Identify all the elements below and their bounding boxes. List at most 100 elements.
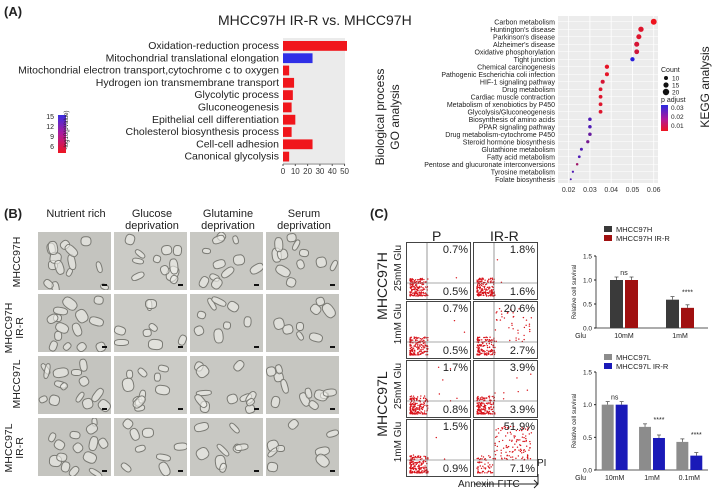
flow-plot: 20.6% 2.7%: [473, 301, 538, 359]
flow-event: [421, 412, 424, 414]
flow-event: [495, 319, 498, 321]
flow-event: [415, 346, 418, 348]
quadrant-upper-right: 20.6%: [503, 303, 535, 315]
flow-event: [487, 402, 489, 404]
flow-event: [476, 410, 478, 413]
flow-event: [476, 397, 478, 399]
flow-event: [517, 390, 519, 393]
flow-event: [424, 295, 427, 297]
cell-shape: [53, 258, 67, 276]
flow-event: [484, 338, 487, 341]
flow-event: [425, 458, 427, 460]
flow-event: [424, 457, 427, 459]
y-tick-label: 0.0: [583, 468, 592, 475]
cell-shape: [80, 235, 92, 247]
flow-event: [409, 352, 411, 354]
flow-event: [477, 338, 480, 341]
flow-event: [417, 412, 420, 414]
flow-event: [522, 456, 524, 458]
flow-event: [477, 289, 479, 292]
kegg-dot: [604, 64, 610, 69]
micrograph: [114, 356, 187, 414]
flow-event: [478, 405, 480, 408]
kegg-dot: [571, 170, 575, 173]
flow-event: [421, 277, 423, 280]
x-category-label: 10mM: [605, 475, 625, 482]
flow-event: [409, 285, 412, 287]
flow-event: [422, 345, 424, 347]
kegg-term-label: Pentose and glucuronate interconversions: [424, 162, 555, 169]
scale-bar: [330, 470, 335, 472]
flow-event: [489, 280, 492, 283]
flow-event: [455, 277, 458, 279]
kegg-count-title: Count: [661, 67, 680, 74]
flow-event: [419, 340, 422, 342]
flow-event: [410, 403, 413, 406]
flow-event: [409, 345, 411, 347]
flow-event: [478, 347, 480, 349]
flow-event: [526, 389, 529, 391]
flow-event: [478, 278, 480, 280]
micrograph: [114, 418, 187, 476]
flow-event: [481, 350, 484, 352]
flow-event: [423, 401, 425, 404]
flow-event: [416, 292, 419, 294]
flow-event: [481, 339, 483, 341]
flow-event: [418, 291, 420, 293]
flow-event: [482, 465, 484, 468]
flow-event: [494, 346, 496, 349]
flow-event: [481, 283, 483, 285]
flow-event: [427, 471, 429, 474]
flow-event: [425, 354, 427, 356]
flow-event: [483, 288, 486, 290]
flow-event: [484, 472, 486, 474]
micrograph: [266, 232, 339, 290]
flow-event: [479, 278, 482, 280]
flow-event: [425, 281, 427, 283]
flow-event: [480, 408, 482, 410]
flow-event: [413, 409, 415, 411]
cell-shape: [128, 427, 143, 444]
flow-event: [523, 326, 526, 329]
flow-event: [420, 286, 423, 288]
flow-event: [419, 458, 422, 461]
flow-scatter: [407, 302, 470, 358]
cell-shape: [243, 316, 252, 328]
flow-event: [489, 412, 491, 415]
flow-event: [514, 435, 516, 437]
kegg-term-label: Glycolysis/Gluconeogenesis: [467, 109, 555, 116]
flow-event: [488, 410, 491, 413]
flow-event: [505, 451, 507, 454]
flow-event: [481, 403, 483, 405]
flow-event: [489, 290, 491, 292]
kegg-term-label: Steroid hormone biosynthesis: [463, 139, 556, 146]
flow-event: [435, 436, 437, 439]
flow-event: [500, 452, 503, 454]
legend-swatch: [604, 354, 612, 360]
flow-event: [411, 407, 414, 409]
scale-bar: [102, 408, 107, 410]
flow-event: [492, 346, 495, 349]
flow-event: [485, 412, 488, 414]
flow-event: [414, 288, 416, 290]
flow-event: [477, 351, 479, 353]
flow-event: [494, 442, 496, 445]
flow-event: [414, 455, 417, 458]
flow-event: [488, 406, 490, 409]
flow-event: [423, 350, 425, 353]
flow-event: [522, 440, 524, 443]
flow-event: [410, 461, 413, 464]
flow-event: [421, 347, 423, 349]
micrograph: [190, 356, 263, 414]
kegg-term-label: Glutathione metabolism: [481, 147, 555, 154]
scale-bar: [254, 470, 259, 472]
flow-plot: 0.7% 0.5%: [406, 242, 471, 300]
kegg-term-label: Metabolism of xenobiotics by P450: [447, 102, 555, 109]
flow-event: [510, 433, 512, 435]
flow-event: [479, 458, 482, 460]
scale-bar: [178, 408, 183, 410]
flow-event: [420, 350, 422, 353]
flow-col-p: P: [432, 228, 442, 244]
kegg-dot: [588, 117, 592, 122]
flow-event: [490, 350, 492, 353]
